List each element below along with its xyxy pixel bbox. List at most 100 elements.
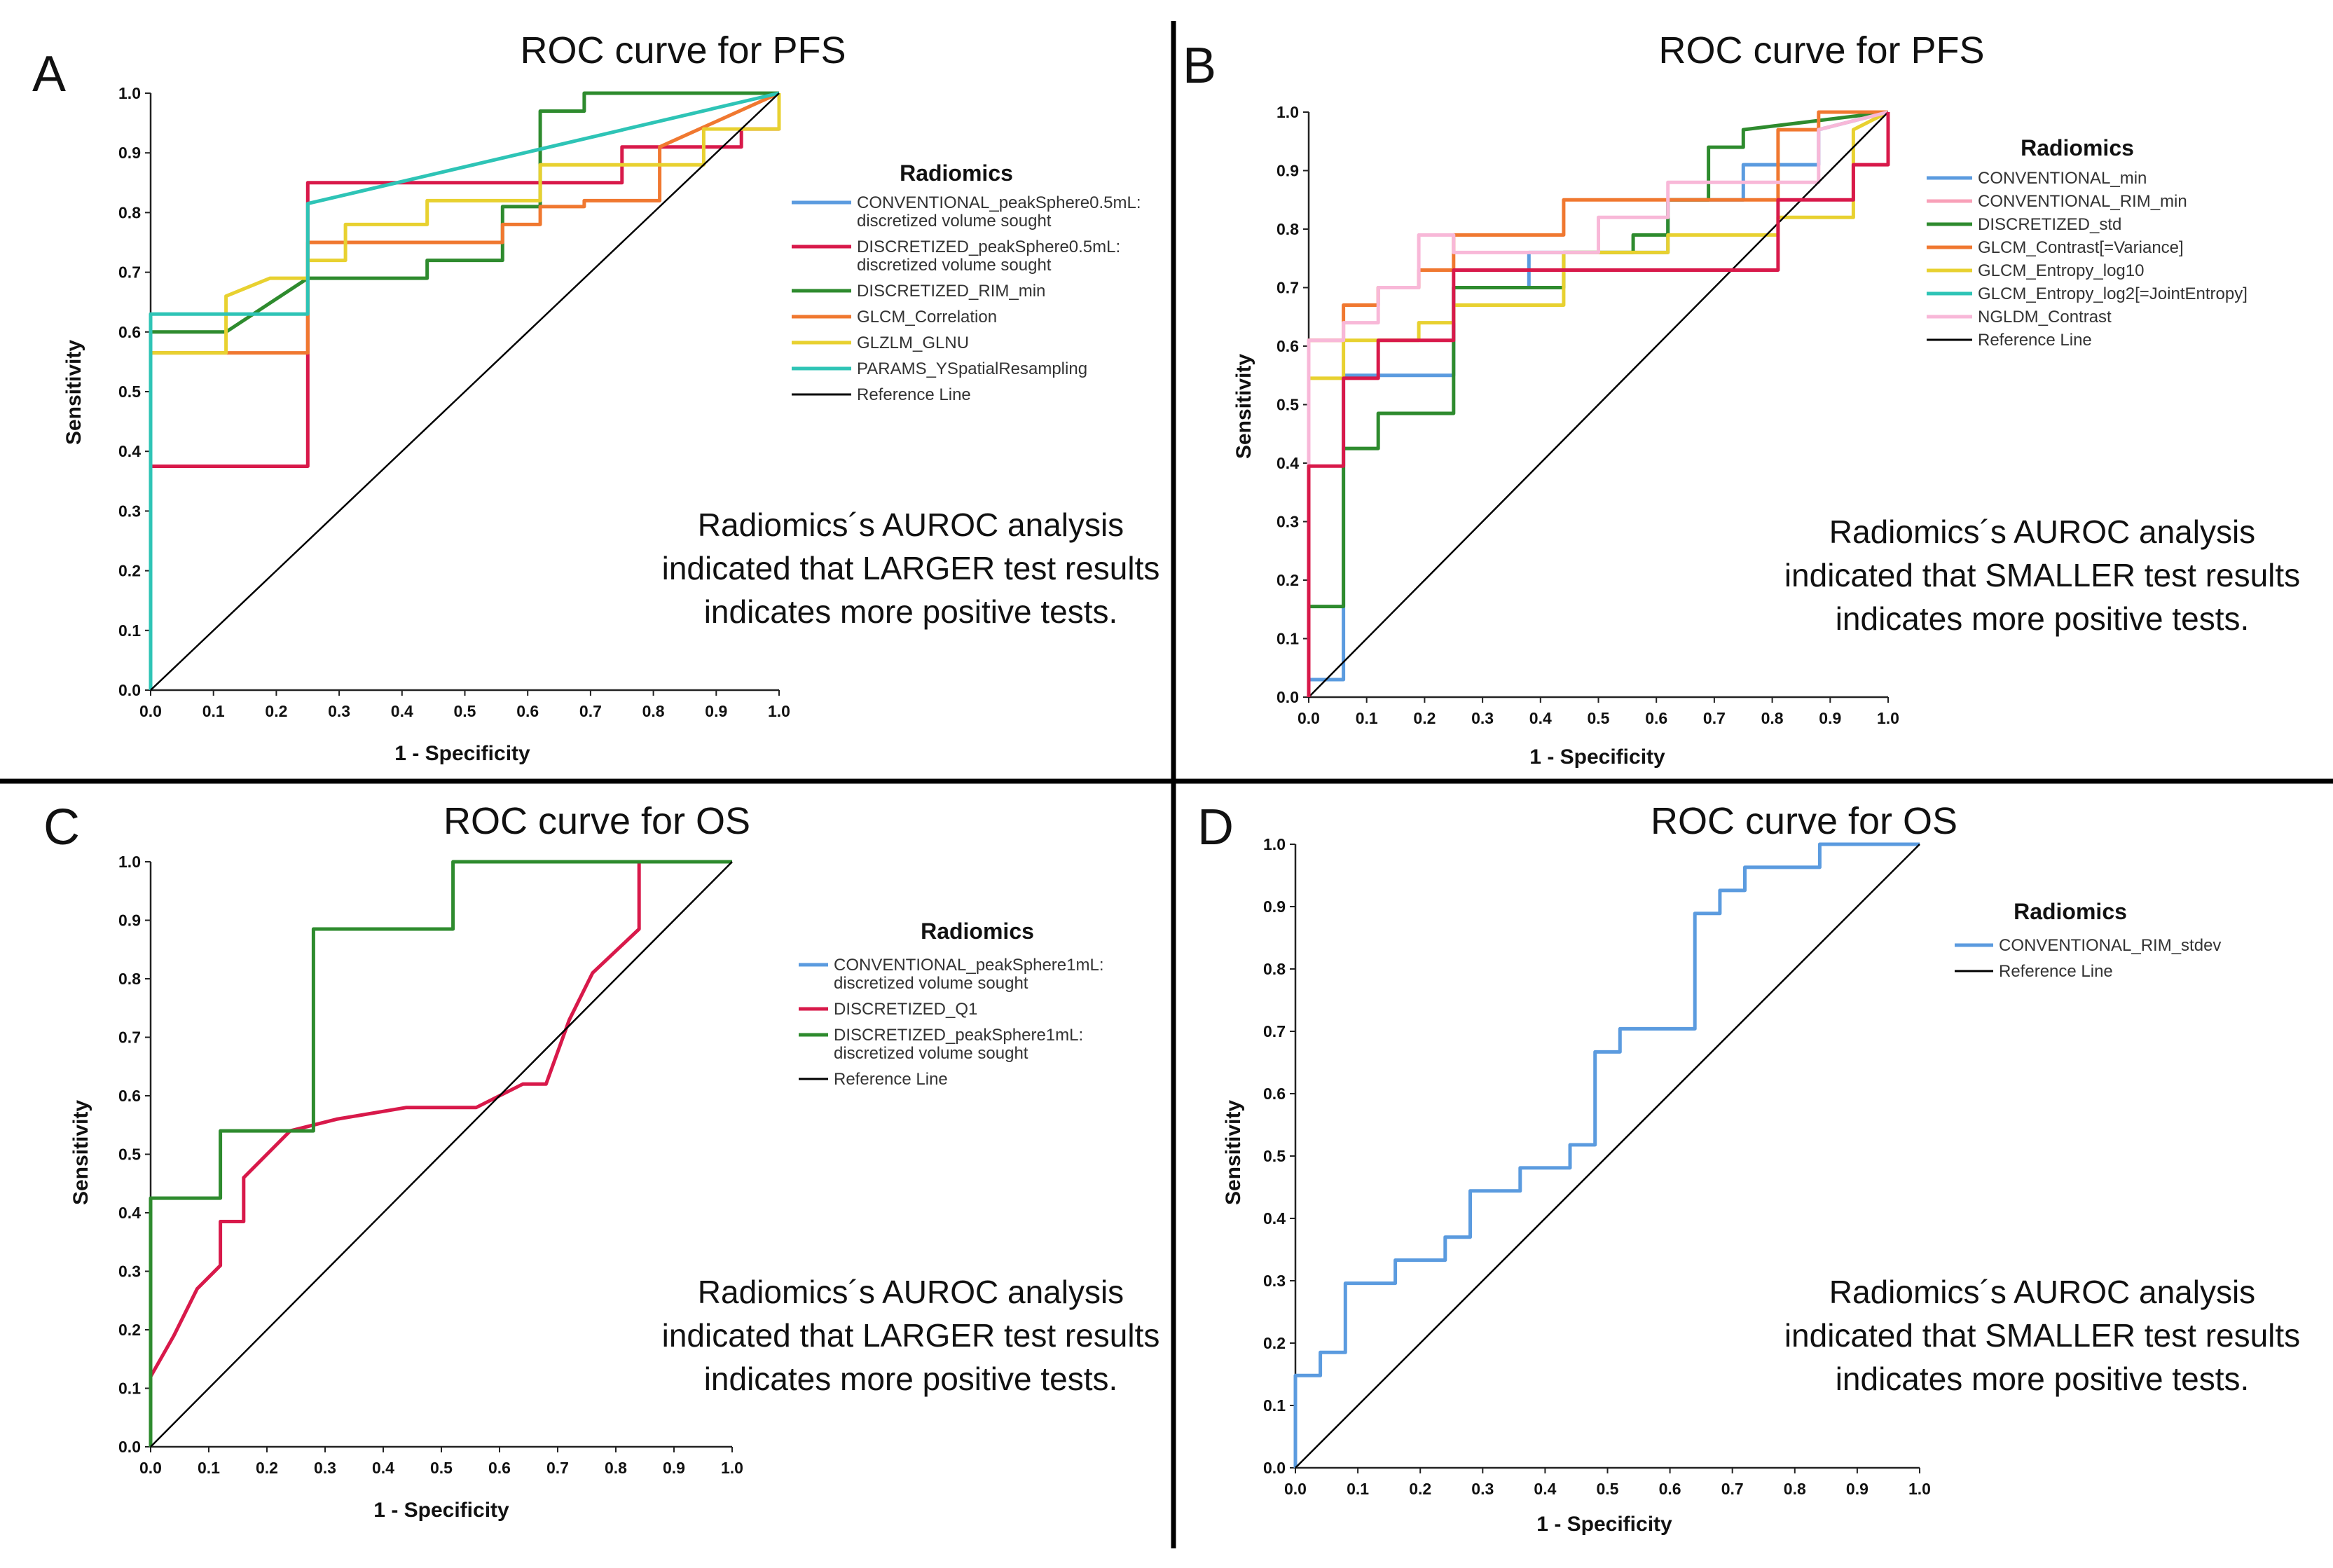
- legend-entry: CONVENTIONAL_peakSphere0.5mL:: [857, 193, 1141, 212]
- y-tick-label: 0.6: [1276, 337, 1299, 355]
- y-tick-label: 0.7: [1263, 1022, 1286, 1040]
- x-tick-label: 0.7: [1721, 1480, 1744, 1498]
- y-tick-label: 0.8: [118, 970, 141, 988]
- legend-entry: Reference Line: [1999, 962, 2113, 981]
- y-tick-label: 0.6: [118, 1087, 141, 1105]
- y-tick-label: 0.2: [1263, 1334, 1286, 1352]
- panel-letter: C: [43, 799, 80, 855]
- y-tick-label: 0.3: [1276, 513, 1299, 531]
- x-tick-label: 0.4: [1529, 709, 1552, 727]
- y-tick-label: 0.0: [1263, 1459, 1286, 1477]
- x-tick-label: 1.0: [721, 1459, 743, 1477]
- y-tick-label: 0.6: [1263, 1085, 1286, 1103]
- y-tick-label: 0.3: [118, 502, 141, 520]
- analysis-note-line: Radiomics´s AUROC analysis: [1829, 1274, 2255, 1310]
- x-tick-label: 1.0: [1877, 709, 1899, 727]
- x-tick-label: 0.7: [546, 1459, 569, 1477]
- chart-panel-b: B ROC curve for PFS 0.0 0.1 0.2 0.3 0.4 0.5 0.6 0…: [1183, 29, 2300, 769]
- y-tick-label: 0.5: [1263, 1147, 1286, 1165]
- x-tick-label: 0.3: [1471, 709, 1494, 727]
- legend-entry: GLCM_Contrast[=Variance]: [1978, 238, 2184, 257]
- panel-letter: D: [1197, 799, 1234, 855]
- y-axis-label: Sensitivity: [62, 340, 85, 445]
- x-tick-label: 0.2: [256, 1459, 278, 1477]
- legend-entry: GLCM_Entropy_log2[=JointEntropy]: [1978, 284, 2248, 303]
- legend-entry: discretized volume sought: [834, 1044, 1028, 1063]
- series-line-reference-line: [150, 861, 733, 1447]
- legend-entry: DISCRETIZED_peakSphere1mL:: [834, 1026, 1083, 1045]
- legend-entry: Reference Line: [857, 385, 971, 404]
- y-tick-label: 0.6: [118, 323, 141, 341]
- y-tick-label: 0.4: [1276, 454, 1299, 472]
- x-tick-label: 0.5: [454, 702, 476, 720]
- analysis-note-line: indicates more positive tests.: [704, 1361, 1118, 1397]
- x-tick-label: 0.4: [391, 702, 413, 720]
- x-tick-label: 0.3: [328, 702, 350, 720]
- chart-title: ROC curve for PFS: [1658, 29, 1984, 71]
- y-tick-label: 0.1: [1263, 1396, 1286, 1415]
- y-tick-label: 1.0: [1263, 835, 1286, 853]
- x-tick-label: 0.1: [202, 702, 225, 720]
- y-tick-label: 0.7: [118, 1029, 141, 1047]
- y-tick-label: 0.2: [1276, 571, 1299, 589]
- x-tick-label: 1.0: [768, 702, 790, 720]
- analysis-note-line: indicates more positive tests.: [1836, 600, 2250, 637]
- chart-title: ROC curve for OS: [1651, 800, 1957, 842]
- series-line-ngldm-contrast: [1307, 110, 1889, 697]
- chart-title: ROC curve for OS: [443, 800, 750, 842]
- analysis-note-line: indicates more positive tests.: [704, 593, 1118, 630]
- legend-entry: discretized volume sought: [834, 974, 1028, 993]
- x-tick-label: 0.1: [1347, 1480, 1369, 1498]
- series-line-unlabeled: [1307, 112, 1890, 697]
- series-line-reference-line: [150, 92, 780, 691]
- x-tick-label: 0.6: [1645, 709, 1667, 727]
- y-tick-label: 0.1: [1276, 630, 1299, 648]
- x-tick-label: 0.9: [1819, 709, 1841, 727]
- x-tick-label: 0.1: [198, 1459, 220, 1477]
- y-tick-label: 0.9: [118, 144, 141, 162]
- chart-panel-c: C ROC curve for OS 0.0 0.1 0.2 0.3 0.4 0.5 0.6 0.…: [43, 799, 1159, 1522]
- legend-entry: CONVENTIONAL_min: [1978, 169, 2147, 188]
- y-tick-label: 1.0: [118, 84, 141, 102]
- x-tick-label: 0.9: [705, 702, 727, 720]
- x-tick-label: 0.4: [372, 1459, 394, 1477]
- legend-title: Radiomics: [2021, 135, 2134, 160]
- legend-entry: PARAMS_YSpatialResampling: [857, 359, 1087, 378]
- legend-entry: DISCRETIZED_std: [1978, 215, 2121, 234]
- x-tick-label: 0.6: [488, 1459, 511, 1477]
- x-tick-label: 0.8: [642, 702, 665, 720]
- y-tick-label: 0.9: [1276, 162, 1299, 180]
- series-line-reference-line: [1295, 844, 1920, 1469]
- chart-title: ROC curve for PFS: [520, 29, 846, 71]
- x-tick-label: 0.9: [663, 1459, 685, 1477]
- y-tick-label: 0.5: [118, 1146, 141, 1164]
- y-tick-label: 0.0: [118, 1438, 141, 1456]
- y-tick-label: 0.9: [1263, 898, 1286, 916]
- analysis-note-line: Radiomics´s AUROC analysis: [698, 1274, 1124, 1310]
- legend-entry: Reference Line: [1978, 331, 2092, 350]
- x-tick-label: 0.2: [1409, 1480, 1431, 1498]
- y-tick-label: 0.8: [118, 203, 141, 221]
- y-tick-label: 0.5: [118, 383, 141, 401]
- y-tick-label: 0.1: [118, 1380, 141, 1398]
- x-tick-label: 0.5: [1597, 1480, 1619, 1498]
- series-line-conventional-rim-stdev: [1293, 842, 1920, 1468]
- series-line-params-yspatialresampling: [149, 91, 780, 690]
- legend-entry: CONVENTIONAL_RIM_stdev: [1999, 936, 2221, 955]
- analysis-note-line: indicated that LARGER test results: [662, 550, 1160, 586]
- legend-title: Radiomics: [921, 919, 1034, 944]
- x-tick-label: 0.6: [516, 702, 539, 720]
- series-line-reference-line: [1308, 111, 1889, 698]
- x-tick-label: 0.5: [1588, 709, 1610, 727]
- analysis-note-line: indicated that LARGER test results: [662, 1317, 1160, 1354]
- x-tick-label: 0.3: [1471, 1480, 1494, 1498]
- y-tick-label: 0.3: [1263, 1272, 1286, 1290]
- x-tick-label: 0.7: [1703, 709, 1726, 727]
- x-tick-label: 0.5: [430, 1459, 453, 1477]
- y-tick-label: 0.7: [118, 263, 141, 282]
- y-tick-label: 0.1: [118, 621, 141, 640]
- x-tick-label: 0.0: [1284, 1480, 1307, 1498]
- y-axis-label: Sensitivity: [1232, 354, 1255, 459]
- legend-entry: CONVENTIONAL_peakSphere1mL:: [834, 956, 1104, 975]
